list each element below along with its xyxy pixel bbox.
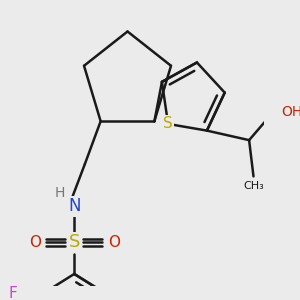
Text: F: F — [9, 286, 18, 300]
Text: N: N — [68, 197, 80, 215]
Text: OH: OH — [281, 104, 300, 118]
Text: O: O — [29, 235, 41, 250]
Text: H: H — [55, 186, 65, 200]
Text: CH₃: CH₃ — [243, 181, 264, 191]
Text: S: S — [69, 233, 80, 251]
Text: S: S — [163, 116, 173, 131]
Text: O: O — [108, 235, 120, 250]
